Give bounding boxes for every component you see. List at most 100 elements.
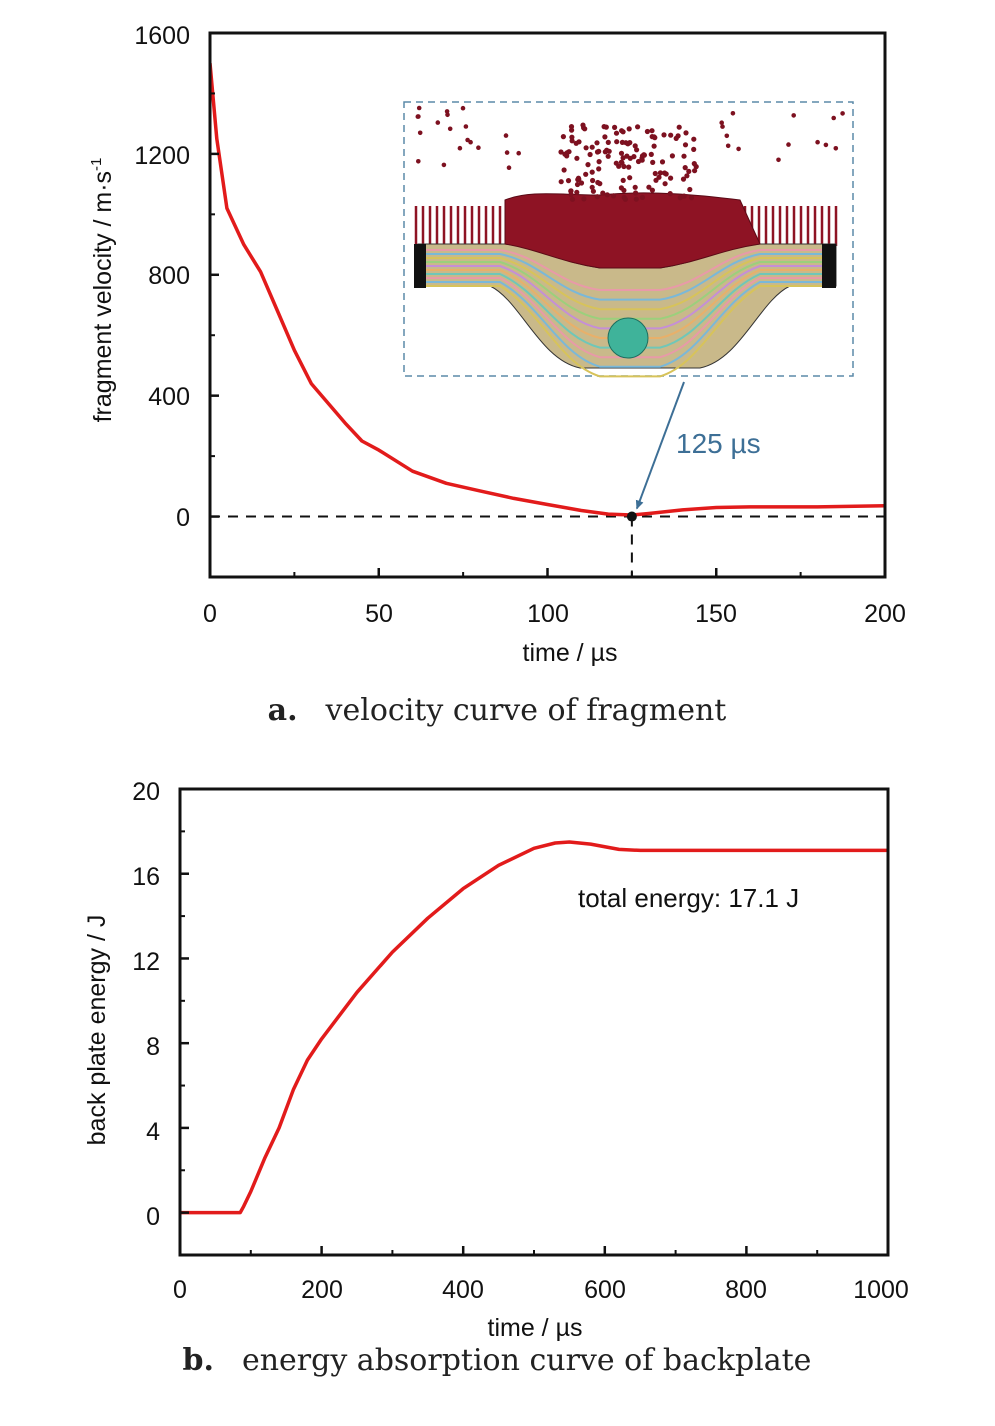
- debris-particle: [619, 128, 625, 134]
- debris-particle: [651, 143, 657, 149]
- y-tick-label: 20: [132, 778, 160, 806]
- debris-particle: [445, 112, 450, 118]
- debris-particle: [680, 176, 687, 182]
- debris-particle: [634, 147, 640, 153]
- velocity-curve: [210, 63, 885, 517]
- y-tick-label: 0: [146, 1203, 160, 1231]
- debris-particle: [503, 133, 509, 138]
- debris-particle: [602, 134, 608, 140]
- debris-particle: [724, 133, 730, 139]
- debris-particle: [649, 187, 656, 193]
- debris-particle: [633, 190, 639, 196]
- debris-particle: [595, 179, 601, 186]
- debris-particle: [416, 159, 421, 164]
- y-axis-title: fragment velocity / m·s-1: [88, 158, 117, 423]
- debris-particle: [574, 181, 581, 188]
- debris-particle: [659, 159, 666, 165]
- debris-particle: [682, 142, 689, 148]
- debris-particle: [447, 126, 453, 132]
- debris-particle: [416, 105, 422, 111]
- armor-layer-line: [418, 249, 836, 291]
- chart-a: 125 µs 0 400 800 1200 1600 0 50 100 150 …: [88, 22, 906, 728]
- y-tick-label: 16: [132, 863, 160, 891]
- y-tick-label: 400: [148, 383, 190, 411]
- debris-particle: [604, 147, 610, 153]
- debris-particle: [569, 138, 575, 144]
- armor-layer-line: [418, 253, 836, 301]
- debris-particle: [682, 165, 688, 171]
- debris-particle: [639, 157, 645, 163]
- minimum-velocity-point: [626, 511, 637, 522]
- debris-particle: [662, 181, 668, 187]
- debris-particle: [589, 144, 595, 150]
- debris-particle: [594, 194, 600, 200]
- x-tick-label: 400: [442, 1276, 484, 1304]
- inset-scattered-particles: [415, 105, 845, 202]
- debris-particle: [578, 180, 585, 186]
- debris-particle: [589, 184, 595, 190]
- inset-right-clamp: [822, 244, 836, 288]
- debris-particle: [561, 167, 567, 173]
- x-tick-label: 200: [301, 1276, 343, 1304]
- debris-particle: [596, 166, 602, 172]
- inset-layer-lines: [418, 249, 836, 378]
- y-axis-title-exponent: -1: [88, 158, 105, 171]
- debris-particle: [476, 145, 481, 150]
- debris-particle: [632, 184, 638, 190]
- debris-particle: [614, 139, 620, 145]
- armor-layer-line: [418, 285, 836, 378]
- debris-particle: [605, 139, 611, 145]
- plot-frame-b: [178, 787, 890, 1257]
- debris-particle: [618, 150, 625, 156]
- axis-ticks-a: [208, 31, 887, 578]
- debris-particle: [669, 153, 676, 159]
- debris-particle: [560, 134, 567, 140]
- debris-particle: [613, 130, 620, 136]
- y-tick-label: 4: [146, 1118, 160, 1146]
- debris-particle: [460, 105, 466, 111]
- debris-particle: [823, 142, 829, 148]
- debris-particle: [441, 162, 447, 168]
- y-axis-title: back plate energy / J: [83, 915, 111, 1146]
- debris-particle: [652, 135, 658, 141]
- debris-particle: [613, 160, 619, 166]
- debris-particle: [589, 169, 595, 175]
- x-tick-label: 50: [365, 600, 393, 628]
- debris-particle: [673, 135, 679, 141]
- inset-left-clamp: [414, 244, 426, 288]
- axis-ticks-b: [178, 787, 890, 1255]
- chart-b: total energy: 17.1 J 0 4 8 12 16 20 0 20…: [83, 778, 909, 1378]
- debris-particle: [575, 175, 582, 181]
- x-tick-label: 600: [584, 1276, 626, 1304]
- debris-particle: [692, 168, 698, 174]
- debris-particle: [730, 111, 736, 116]
- debris-particle: [652, 170, 658, 177]
- debris-particle: [668, 132, 674, 138]
- debris-particle: [583, 145, 589, 151]
- armor-layer-line: [418, 281, 836, 368]
- debris-particle: [583, 171, 589, 177]
- debris-particle: [626, 126, 632, 132]
- debris-particle: [831, 115, 836, 121]
- debris-particle: [558, 179, 564, 185]
- x-tick-label: 150: [695, 600, 737, 628]
- y-tick-label: 800: [148, 262, 190, 290]
- debris-particle: [668, 175, 674, 181]
- debris-particle: [574, 189, 580, 195]
- debris-particle: [661, 132, 667, 138]
- debris-particle: [516, 150, 521, 156]
- debris-particle: [504, 150, 510, 155]
- debris-particle: [590, 188, 597, 194]
- debris-particle: [457, 145, 463, 151]
- annotation-arrow: [635, 381, 685, 510]
- debris-particle: [676, 124, 682, 130]
- debris-particle: [596, 159, 602, 165]
- caption-a: a. velocity curve of fragment: [268, 693, 727, 728]
- debris-particle: [635, 124, 641, 130]
- caption-b: b. energy absorption curve of backplate: [183, 1343, 812, 1378]
- y-tick-label: 1200: [134, 142, 190, 170]
- total-energy-annotation: total energy: 17.1 J: [578, 883, 799, 913]
- debris-particle: [840, 111, 845, 116]
- debris-particle: [590, 177, 596, 184]
